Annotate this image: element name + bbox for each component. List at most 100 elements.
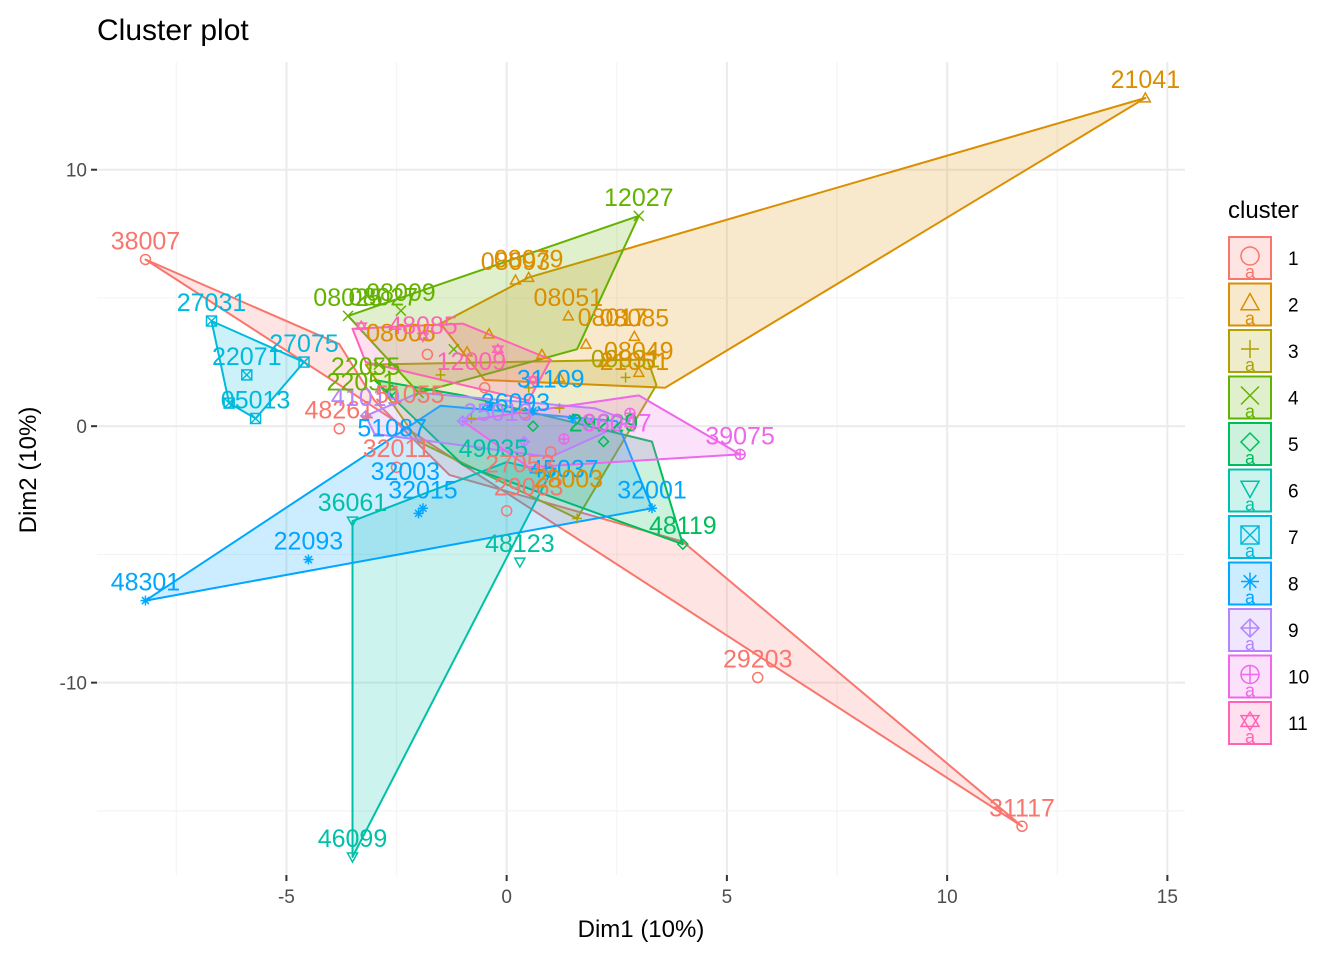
point-label: 08017 — [578, 304, 648, 332]
point-label: 29063 — [494, 473, 564, 501]
legend-marker-11 — [1239, 710, 1261, 732]
legend-marker-2 — [1239, 291, 1261, 311]
legend-item-6: a6 — [1228, 468, 1299, 515]
point-label: 29229 — [569, 410, 639, 438]
y-tick-label: 0 — [76, 417, 87, 438]
legend-item-1: a1 — [1228, 236, 1299, 282]
data-point-cluster-5 — [597, 435, 610, 448]
cluster-hulls — [144, 96, 1147, 858]
y-tick-label: -10 — [60, 674, 87, 695]
data-point-cluster-10 — [558, 433, 570, 445]
data-point-cluster-11 — [416, 330, 430, 343]
data-point-cluster-6 — [346, 852, 359, 864]
point-label: 08049 — [604, 338, 674, 366]
legend-key — [1228, 701, 1272, 745]
legend-item-10: a 10 — [1228, 654, 1309, 701]
point-label: 31117 — [989, 794, 1055, 822]
legend-label: 2 — [1288, 296, 1299, 317]
cluster-points — [139, 91, 1152, 864]
point-label: 32003 — [371, 458, 441, 486]
data-point-cluster-7 — [241, 369, 253, 381]
data-point-cluster-4 — [633, 210, 645, 222]
data-point-cluster-1 — [751, 671, 764, 684]
data-point-cluster-6 — [544, 467, 557, 479]
point-label: 27031 — [177, 289, 247, 317]
data-point-cluster-1 — [139, 253, 152, 266]
legend-key — [1228, 236, 1272, 280]
point-label: 12027 — [604, 184, 674, 212]
point-label: 22093 — [274, 528, 344, 556]
data-point-cluster-11 — [526, 373, 540, 387]
cluster-hull-3 — [364, 358, 658, 520]
legend-text-glyph: a — [1245, 355, 1256, 375]
data-point-cluster-1 — [333, 422, 346, 435]
data-point-cluster-1 — [478, 381, 491, 394]
data-point-cluster-8 — [303, 554, 314, 565]
data-point-cluster-3 — [466, 413, 477, 424]
point-label: 21051 — [600, 348, 670, 376]
point-label: 32001 — [617, 476, 687, 504]
cluster-hull-6 — [351, 461, 552, 858]
legend-item-11: a 11 — [1228, 701, 1308, 747]
plot-panel: 38007 29203 31117 48261 32011 21041 0807908093… — [97, 62, 1185, 875]
data-point-cluster-1 — [518, 407, 531, 420]
data-point-cluster-6 — [513, 557, 527, 569]
legend-text-glyph: a — [1245, 727, 1256, 747]
data-point-cluster-4 — [395, 305, 407, 317]
point-label: 48261 — [305, 397, 375, 425]
legend-text-glyph: a — [1245, 448, 1256, 468]
data-point-cluster-9 — [456, 414, 469, 428]
legend-marker-7 — [1240, 525, 1260, 545]
cluster-hull-1 — [144, 258, 1023, 828]
legend-key — [1228, 468, 1272, 513]
x-tick-label: 10 — [937, 887, 958, 908]
legend-item-7: a7 — [1228, 515, 1299, 561]
data-point-cluster-6 — [346, 516, 359, 528]
point-label: 21041 — [1111, 66, 1181, 94]
legend-item-8: a8 — [1228, 561, 1299, 608]
data-point-cluster-3 — [523, 382, 534, 393]
chart-title: Cluster plot — [97, 14, 249, 47]
legend-key — [1228, 282, 1272, 327]
point-label: 39075 — [705, 422, 775, 450]
point-label: 48301 — [111, 569, 181, 597]
point-label: 22055 — [331, 353, 401, 381]
legend-item-4: a4 — [1228, 375, 1299, 422]
x-tick-label: 5 — [722, 887, 733, 908]
data-point-cluster-5 — [676, 538, 689, 551]
legend-marker-4 — [1240, 385, 1260, 406]
data-point-cluster-3 — [620, 372, 631, 383]
legend-marker-9 — [1239, 617, 1261, 639]
point-label: 48085 — [388, 312, 458, 340]
data-point-cluster-2 — [632, 365, 646, 378]
legend-key — [1228, 515, 1272, 559]
data-point-cluster-2 — [553, 370, 566, 383]
legend-text-glyph: a — [1245, 309, 1256, 329]
data-point-cluster-9 — [359, 409, 372, 422]
data-point-cluster-8 — [528, 405, 539, 416]
data-point-cluster-1 — [421, 348, 434, 361]
cluster-hull-5 — [373, 379, 684, 546]
legend-label: 3 — [1288, 342, 1299, 363]
data-point-cluster-10 — [734, 448, 746, 461]
legend-marker-10 — [1240, 664, 1260, 685]
data-point-cluster-7 — [205, 315, 218, 327]
data-point-cluster-7 — [223, 397, 235, 409]
point-label: 29203 — [723, 646, 793, 674]
x-axis-title: Dim1 (10%) — [578, 916, 705, 943]
legend-item-2: a2 — [1228, 282, 1299, 329]
data-point-cluster-3 — [572, 513, 583, 524]
legend-item-9: a9 — [1228, 608, 1299, 654]
legend-marker-6 — [1239, 480, 1261, 500]
data-point-cluster-2 — [597, 355, 610, 367]
gridlines — [97, 62, 1185, 875]
point-label: 45037 — [529, 455, 599, 483]
data-point-cluster-7 — [298, 356, 310, 368]
point-label: 27053 — [485, 450, 555, 478]
data-point-cluster-2 — [509, 273, 522, 285]
legend-text-glyph: a — [1245, 588, 1256, 608]
legend-label: 4 — [1288, 389, 1299, 410]
legend-label: 6 — [1288, 482, 1299, 503]
point-label: 12009 — [437, 348, 507, 376]
